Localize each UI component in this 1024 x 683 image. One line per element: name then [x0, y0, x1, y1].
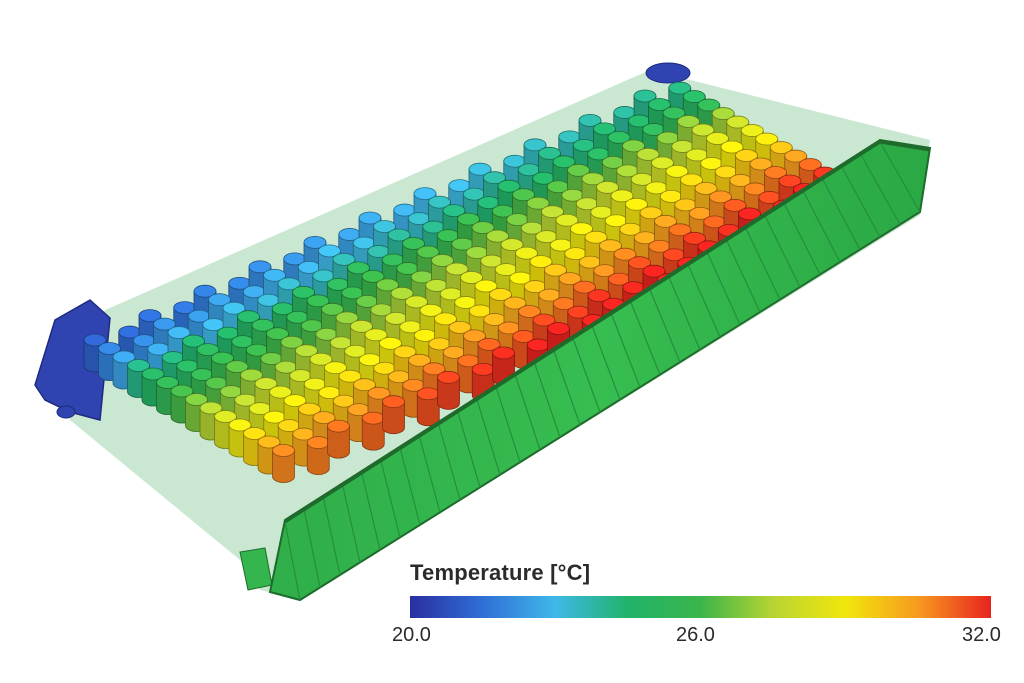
- battery-cell: [416, 387, 440, 427]
- wall-rib: [303, 509, 321, 588]
- wall-rib: [284, 521, 301, 601]
- wall-rib: [572, 337, 601, 413]
- left-end-plate: [34, 299, 111, 421]
- wall-rib: [533, 362, 561, 438]
- battery-cell: [382, 395, 405, 435]
- wall-rib: [783, 203, 821, 275]
- wall-rib: [821, 178, 861, 250]
- cooling-wall-top-edge: [284, 140, 931, 524]
- wall-rib: [418, 436, 441, 513]
- colorbar-max-label: 32.0: [962, 624, 1001, 646]
- wall-rib: [802, 190, 841, 263]
- cell-array: [83, 81, 880, 483]
- coolant-port-top: [645, 62, 691, 84]
- wall-rib: [380, 460, 401, 538]
- wall-rib: [591, 325, 621, 400]
- battery-cell: [327, 419, 350, 459]
- battery-cell: [306, 436, 330, 475]
- wall-rib: [457, 411, 481, 488]
- wall-rib: [437, 423, 461, 501]
- wall-rib: [399, 448, 421, 526]
- wall-rib: [341, 485, 361, 563]
- coolant-port-left: [56, 405, 76, 419]
- battery-cell: [361, 411, 385, 451]
- wall-rib: [668, 276, 701, 350]
- colorbar-min-label: 20.0: [392, 624, 431, 646]
- wall-rib: [476, 399, 501, 476]
- temperature-colorbar: [410, 596, 991, 618]
- wall-rib: [841, 166, 881, 238]
- wall-rib: [860, 153, 901, 225]
- battery-cell: [272, 444, 295, 483]
- colorbar-mid-label: 26.0: [676, 624, 715, 646]
- legend-title: Temperature [°C]: [410, 560, 591, 585]
- wall-rib: [553, 350, 581, 425]
- wall-rib: [879, 141, 921, 213]
- wall-rib: [725, 239, 761, 313]
- wall-rib: [706, 252, 741, 325]
- wall-rib: [764, 215, 801, 288]
- wall-rib: [687, 264, 721, 338]
- wall-rib: [649, 288, 681, 363]
- wall-rib: [610, 313, 641, 388]
- wall-rib: [495, 386, 521, 463]
- wall-rib: [745, 227, 781, 300]
- battery-cell: [437, 370, 460, 410]
- wall-rib: [629, 301, 661, 375]
- cooling-wall-ribs: [284, 141, 921, 601]
- wall-rib: [322, 497, 341, 576]
- wall-rib: [514, 374, 541, 450]
- wall-rib: [361, 472, 381, 551]
